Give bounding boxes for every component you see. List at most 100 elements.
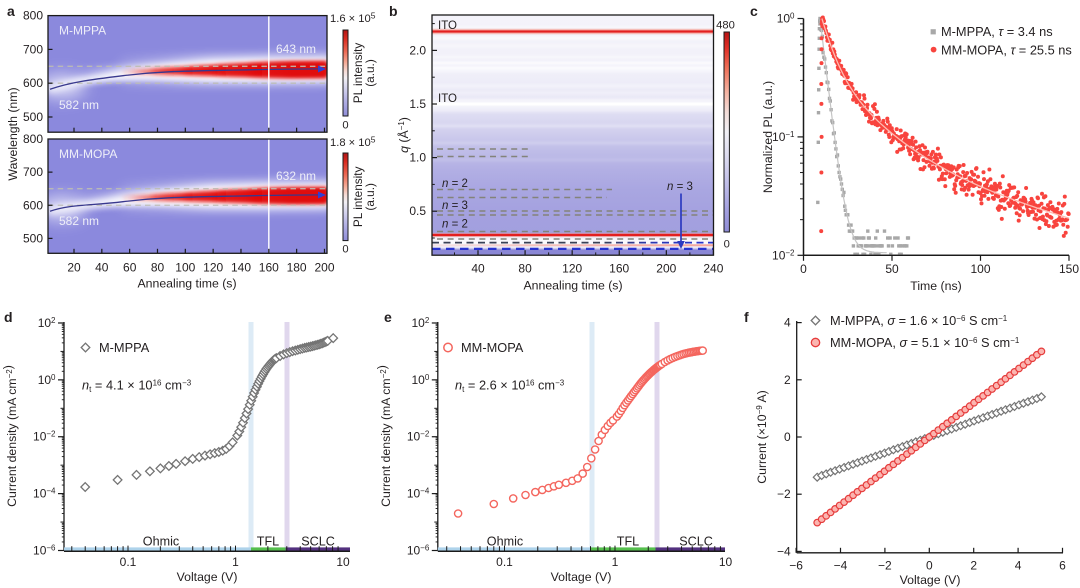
- svg-text:50: 50: [885, 262, 899, 276]
- svg-text:MM-MOPA: MM-MOPA: [461, 340, 524, 355]
- svg-text:0: 0: [926, 559, 933, 573]
- svg-text:ITO: ITO: [438, 20, 457, 32]
- svg-text:Annealing time (s): Annealing time (s): [137, 277, 236, 291]
- svg-text:−6: −6: [789, 559, 803, 573]
- svg-text:0.5: 0.5: [409, 204, 426, 218]
- svg-text:(a.u.): (a.u.): [363, 59, 377, 87]
- svg-text:40: 40: [471, 262, 485, 276]
- svg-text:200: 200: [656, 262, 676, 276]
- svg-text:1.6 × 105: 1.6 × 105: [330, 11, 376, 26]
- svg-text:n = 3: n = 3: [442, 200, 468, 212]
- svg-text:0: 0: [724, 239, 730, 251]
- svg-text:a: a: [7, 3, 15, 19]
- svg-text:Annealing time (s): Annealing time (s): [523, 279, 622, 293]
- svg-text:M-MPPA: M-MPPA: [99, 340, 150, 355]
- svg-text:800: 800: [23, 9, 43, 23]
- svg-text:0.1: 0.1: [496, 555, 513, 569]
- svg-text:582 nm: 582 nm: [59, 98, 99, 112]
- svg-text:Normalized PL (a.u.): Normalized PL (a.u.): [761, 81, 775, 193]
- svg-text:4: 4: [1015, 559, 1022, 573]
- svg-text:−4: −4: [834, 559, 848, 573]
- svg-text:480: 480: [716, 20, 735, 32]
- svg-text:Time (ns): Time (ns): [910, 279, 961, 293]
- svg-text:632 nm: 632 nm: [276, 169, 316, 183]
- svg-text:140: 140: [231, 261, 251, 275]
- svg-text:SCLC: SCLC: [679, 535, 713, 549]
- svg-text:150: 150: [1059, 262, 1079, 276]
- svg-text:TFL: TFL: [257, 535, 279, 549]
- svg-text:−4: −4: [777, 544, 791, 558]
- svg-text:M-MPPA, τ = 3.4 ns: M-MPPA, τ = 3.4 ns: [941, 24, 1053, 39]
- svg-text:Voltage (V): Voltage (V): [177, 570, 238, 584]
- svg-text:200: 200: [314, 261, 334, 275]
- svg-text:M-MPPA, σ = 1.6 × 10−6 S cm−1: M-MPPA, σ = 1.6 × 10−6 S cm−1: [830, 313, 1008, 328]
- svg-text:0: 0: [784, 430, 791, 444]
- svg-text:600: 600: [23, 198, 43, 212]
- svg-text:MM-MOPA, σ = 5.1 × 10−6 S cm−1: MM-MOPA, σ = 5.1 × 10−6 S cm−1: [830, 335, 1020, 350]
- svg-text:MM-MOPA: MM-MOPA: [59, 147, 117, 161]
- svg-text:700: 700: [23, 42, 43, 56]
- svg-text:6: 6: [1059, 559, 1066, 573]
- svg-text:80: 80: [518, 262, 532, 276]
- svg-text:1.0: 1.0: [409, 151, 426, 165]
- svg-text:2: 2: [970, 559, 977, 573]
- svg-text:PL intensity: PL intensity: [351, 166, 365, 227]
- svg-text:Current density (mA cm−2): Current density (mA cm−2): [1, 365, 19, 507]
- svg-text:b: b: [389, 3, 398, 19]
- svg-text:d: d: [4, 309, 13, 325]
- svg-text:Voltage (V): Voltage (V): [900, 573, 961, 587]
- svg-text:700: 700: [23, 165, 43, 179]
- svg-text:500: 500: [23, 110, 43, 124]
- svg-text:120: 120: [203, 261, 223, 275]
- svg-text:800: 800: [23, 132, 43, 146]
- svg-text:Ohmic: Ohmic: [143, 535, 179, 549]
- svg-text:100: 100: [175, 261, 195, 275]
- svg-text:n = 2: n = 2: [442, 178, 468, 190]
- svg-text:f: f: [744, 309, 749, 325]
- svg-text:n = 3: n = 3: [667, 181, 693, 193]
- svg-text:500: 500: [23, 231, 43, 245]
- svg-text:0.1: 0.1: [120, 555, 137, 569]
- svg-text:80: 80: [151, 261, 165, 275]
- svg-text:c: c: [750, 3, 758, 19]
- svg-text:582 nm: 582 nm: [59, 214, 99, 228]
- svg-text:643 nm: 643 nm: [276, 42, 316, 56]
- svg-text:SCLC: SCLC: [301, 535, 335, 549]
- svg-text:10: 10: [336, 555, 350, 569]
- svg-text:M-MPPA: M-MPPA: [59, 24, 106, 38]
- svg-text:ITO: ITO: [438, 93, 457, 105]
- svg-text:TFL: TFL: [617, 535, 639, 549]
- svg-text:e: e: [384, 309, 392, 325]
- svg-text:10: 10: [719, 555, 733, 569]
- svg-text:100: 100: [970, 262, 990, 276]
- svg-text:1.8 × 105: 1.8 × 105: [330, 135, 376, 150]
- svg-text:1: 1: [612, 555, 619, 569]
- svg-text:40: 40: [95, 261, 109, 275]
- svg-text:(a.u.): (a.u.): [363, 183, 377, 211]
- svg-text:20: 20: [67, 261, 81, 275]
- svg-text:160: 160: [259, 261, 279, 275]
- svg-text:120: 120: [562, 262, 582, 276]
- svg-text:4: 4: [784, 316, 791, 330]
- svg-text:60: 60: [123, 261, 137, 275]
- svg-text:180: 180: [287, 261, 307, 275]
- svg-text:1: 1: [232, 555, 239, 569]
- svg-text:nt = 2.6 × 1016 cm−3: nt = 2.6 × 1016 cm−3: [455, 378, 565, 395]
- svg-text:nt = 4.1 × 1016 cm−3: nt = 4.1 × 1016 cm−3: [82, 378, 192, 395]
- svg-text:2: 2: [784, 373, 791, 387]
- svg-text:0: 0: [342, 244, 348, 256]
- svg-text:Voltage (V): Voltage (V): [551, 570, 612, 584]
- svg-text:n = 2: n = 2: [442, 219, 468, 231]
- svg-text:0: 0: [800, 262, 807, 276]
- svg-text:PL intensity: PL intensity: [351, 43, 365, 104]
- svg-text:−2: −2: [777, 487, 791, 501]
- svg-text:240: 240: [703, 262, 723, 276]
- svg-text:Ohmic: Ohmic: [487, 535, 523, 549]
- svg-text:MM-MOPA, τ = 25.5 ns: MM-MOPA, τ = 25.5 ns: [941, 42, 1072, 57]
- svg-text:Current (×10−9 A): Current (×10−9 A): [755, 390, 769, 484]
- svg-text:Current density (mA cm−2): Current density (mA cm−2): [375, 365, 393, 507]
- svg-text:160: 160: [609, 262, 629, 276]
- svg-text:0: 0: [342, 120, 348, 132]
- svg-text:600: 600: [23, 76, 43, 90]
- svg-text:Wavelength (nm): Wavelength (nm): [6, 87, 20, 180]
